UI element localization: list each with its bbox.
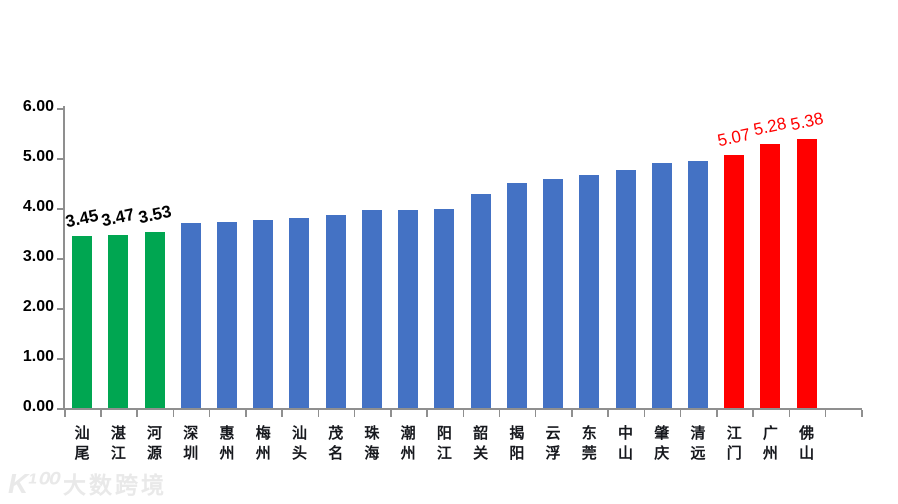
bar: [180, 223, 201, 408]
bar: [687, 161, 708, 408]
bar: [361, 210, 382, 408]
y-axis-tick: [57, 258, 64, 260]
x-axis-line: [63, 408, 862, 410]
bar: [724, 154, 745, 408]
category-label: 珠海: [364, 425, 380, 462]
y-axis-tick: [57, 308, 64, 310]
x-axis-tick: [788, 410, 791, 417]
y-axis-tick-label: 4.00: [22, 198, 54, 215]
x-axis-tick: [64, 410, 66, 417]
x-axis-tick: [498, 410, 501, 417]
bar: [398, 209, 419, 408]
category-label: 清远: [690, 425, 706, 462]
y-axis-tick: [57, 408, 64, 410]
bar: [217, 222, 238, 408]
x-axis-tick: [824, 410, 827, 417]
bar: [144, 231, 165, 408]
bar: [651, 163, 672, 408]
bar: [760, 144, 781, 408]
category-label: 汕尾: [74, 425, 90, 462]
category-label: 潮州: [400, 425, 416, 462]
y-axis-tick-label: 5.00: [22, 148, 54, 165]
bar: [579, 175, 600, 408]
category-label: 肇庆: [654, 425, 670, 462]
bar: [796, 139, 817, 408]
bar: [289, 217, 310, 408]
y-axis-tick-label: 1.00: [22, 348, 54, 365]
y-axis-tick: [57, 358, 64, 360]
x-axis-tick: [607, 410, 609, 417]
y-axis-tick-label: 0.00: [22, 398, 54, 415]
x-axis-tick: [172, 410, 175, 417]
category-label: 阳江: [436, 425, 452, 462]
y-axis-tick-label: 2.00: [22, 298, 54, 315]
bar: [506, 183, 527, 408]
x-axis-tick: [752, 410, 754, 417]
y-axis-tick: [57, 158, 64, 160]
y-axis-tick-label: 6.00: [22, 98, 54, 115]
category-label: 东莞: [581, 425, 597, 462]
category-label: 中山: [618, 425, 634, 462]
watermark-brand-text: 大数跨境: [63, 472, 167, 498]
bar: [108, 234, 129, 408]
x-axis-tick: [390, 410, 392, 417]
x-axis-tick: [245, 410, 247, 417]
bar: [434, 208, 455, 408]
category-label: 韶关: [473, 425, 489, 462]
bar: [72, 235, 93, 408]
bar-value-label: 5.38: [788, 108, 825, 135]
category-label: 梅州: [255, 425, 271, 462]
x-axis-tick: [534, 410, 537, 417]
category-label: 深圳: [183, 425, 199, 462]
category-label: 江门: [726, 425, 742, 462]
x-axis-tick: [317, 410, 320, 417]
category-label: 湛江: [110, 425, 126, 462]
watermark-logo-icon: K¹⁰⁰: [8, 468, 57, 499]
bar: [325, 214, 346, 408]
category-label: 汕头: [291, 425, 307, 462]
y-axis-tick: [57, 208, 64, 210]
category-label: 河源: [147, 425, 163, 462]
x-axis-tick: [426, 410, 428, 417]
category-label: 惠州: [219, 425, 235, 462]
watermark: K¹⁰⁰ 大数跨境: [8, 466, 167, 500]
category-label: 佛山: [799, 425, 815, 462]
x-axis-tick: [861, 410, 863, 417]
x-axis-tick: [462, 410, 464, 417]
x-axis-tick: [643, 410, 646, 417]
category-label: 广州: [762, 425, 778, 462]
category-label: 茂名: [328, 425, 344, 462]
x-axis-tick: [679, 410, 682, 417]
x-axis-tick: [281, 410, 283, 417]
category-label: 揭阳: [509, 425, 525, 462]
x-axis-tick: [136, 410, 138, 417]
x-axis-tick: [716, 410, 718, 417]
x-axis-tick: [208, 410, 211, 417]
bar: [253, 219, 274, 408]
bar: [615, 170, 636, 408]
x-axis-tick: [353, 410, 356, 417]
y-axis-line: [63, 106, 65, 409]
y-axis-tick: [57, 108, 64, 110]
x-axis-tick: [571, 410, 573, 417]
y-axis-tick-label: 3.00: [22, 248, 54, 265]
bar: [470, 193, 491, 408]
x-axis-tick: [100, 410, 102, 417]
bar: [543, 178, 564, 408]
category-label: 云浮: [545, 425, 561, 462]
